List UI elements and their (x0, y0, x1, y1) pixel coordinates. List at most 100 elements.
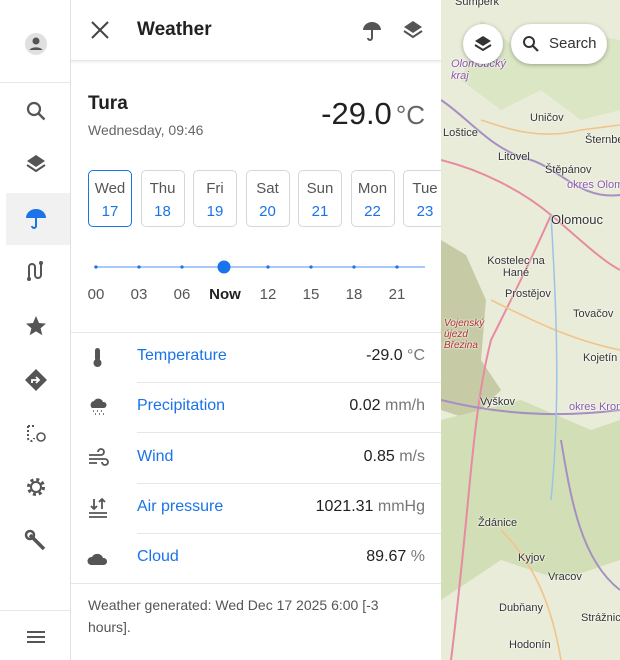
location-time: Wednesday, 09:46 (88, 122, 204, 138)
day-chip[interactable]: Wed 17 (88, 170, 132, 227)
day-chip[interactable]: Sat 20 (245, 170, 290, 227)
map-label: Uničov (530, 112, 564, 124)
header-divider (71, 60, 441, 61)
search-label: Search (549, 35, 597, 52)
divider (137, 432, 441, 434)
slider-tick (352, 265, 356, 269)
row-icon (89, 447, 109, 466)
day-date: 17 (101, 203, 119, 220)
directions-icon[interactable] (23, 367, 49, 393)
map-canvas[interactable] (441, 0, 620, 660)
active-highlight (6, 193, 70, 245)
time-label[interactable]: 12 (259, 286, 277, 303)
slider-tick (309, 265, 313, 269)
umbrella-button[interactable] (361, 19, 383, 43)
map-layers-button[interactable] (463, 24, 503, 64)
divider (137, 482, 441, 484)
river (550, 214, 558, 501)
map-label: Šternberk (585, 134, 620, 146)
time-slider[interactable] (71, 255, 441, 279)
search-icon[interactable] (23, 98, 49, 124)
map-label: Olomouc (551, 212, 604, 227)
slider-thumb[interactable] (217, 260, 231, 274)
sidebar (0, 0, 71, 660)
row-icon (93, 348, 102, 367)
value-unit: % (410, 548, 425, 566)
favorites-icon[interactable] (23, 313, 49, 339)
map-label: Ždánice (478, 517, 518, 529)
tracks-icon[interactable] (23, 420, 49, 446)
value-unit: mm/h (385, 397, 425, 415)
panel-title: Weather (137, 19, 212, 40)
row-icon (90, 398, 107, 416)
day-chip[interactable]: Fri 19 (193, 170, 237, 227)
row-label[interactable]: Air pressure (137, 497, 224, 515)
time-label[interactable]: 00 (87, 286, 105, 303)
day-date: 22 (364, 203, 381, 220)
map-search-button[interactable]: Search (511, 24, 607, 64)
menu-icon[interactable] (23, 624, 49, 650)
divider (137, 382, 441, 383)
tools-icon[interactable] (23, 528, 49, 554)
map-label: Hodonín (509, 639, 551, 651)
row-value: 0.85 m/s (364, 448, 425, 466)
day-chip[interactable]: Mon 22 (350, 170, 395, 227)
road (480, 119, 620, 135)
day-date: 23 (416, 203, 434, 220)
layers-icon[interactable] (23, 151, 49, 177)
day-date: 21 (311, 203, 329, 220)
day-date: 18 (154, 203, 171, 220)
road (450, 214, 552, 660)
day-chip[interactable]: Tue 23 (403, 170, 441, 227)
day-name: Sat (256, 180, 279, 197)
map-label: Kojetín (583, 352, 618, 364)
map-label: Strážnice (581, 612, 620, 624)
time-label[interactable]: 03 (130, 286, 148, 303)
time-label[interactable]: 06 (173, 286, 191, 303)
temperature-unit: °C (395, 100, 425, 130)
forest-area (441, 400, 620, 600)
avatar-icon[interactable] (23, 31, 49, 57)
close-button[interactable] (89, 19, 111, 41)
value-number: 89.67 (366, 548, 407, 566)
day-name: Tue (412, 180, 438, 197)
row-label[interactable]: Precipitation (137, 397, 226, 415)
row-label[interactable]: Wind (137, 447, 174, 465)
temperature-value: -29.0 (321, 96, 392, 131)
layers-button[interactable] (401, 19, 425, 41)
time-label[interactable]: 21 (388, 286, 406, 303)
map-label: okres Olomouc (567, 179, 620, 191)
value-unit: mmHg (377, 497, 425, 515)
map-label: Šumperk (455, 0, 500, 8)
value-number: -29.0 (366, 347, 403, 364)
row-label[interactable]: Cloud (137, 548, 179, 566)
time-label[interactable]: 18 (345, 286, 363, 303)
day-name: Fri (206, 180, 224, 197)
day-chip[interactable]: Thu 18 (140, 170, 185, 227)
day-chip[interactable]: Sun 21 (298, 170, 342, 227)
slider-tick (266, 265, 270, 269)
map-label: Vojenský újezd Březina (444, 318, 485, 351)
row-value: 89.67 % (366, 548, 425, 566)
map-label: Litovel (498, 151, 530, 163)
row-value: 1021.31 mmHg (316, 498, 425, 516)
map-label: Tovačov (573, 308, 614, 320)
time-label[interactable]: 15 (302, 286, 320, 303)
divider (0, 82, 70, 83)
row-icon (87, 554, 108, 566)
settings-icon[interactable] (23, 474, 49, 500)
map-label: Štěpánov (545, 164, 592, 176)
time-label[interactable]: Now (209, 286, 241, 303)
map: Šumperk Olomoucký kraj Uničov Loštice Št… (441, 0, 620, 660)
divider (71, 332, 441, 333)
day-name: Mon (357, 180, 388, 197)
day-name: Thu (149, 180, 176, 197)
map-label: okres Kroměříž (569, 401, 620, 413)
route-icon[interactable] (23, 258, 49, 284)
day-date: 20 (259, 203, 276, 220)
row-label[interactable]: Temperature (137, 347, 227, 364)
weather-panel: Weather Tura Wednesday, 09:46 -29.0 °C We… (71, 0, 441, 660)
road (441, 159, 620, 271)
weather-icon[interactable] (23, 205, 49, 231)
